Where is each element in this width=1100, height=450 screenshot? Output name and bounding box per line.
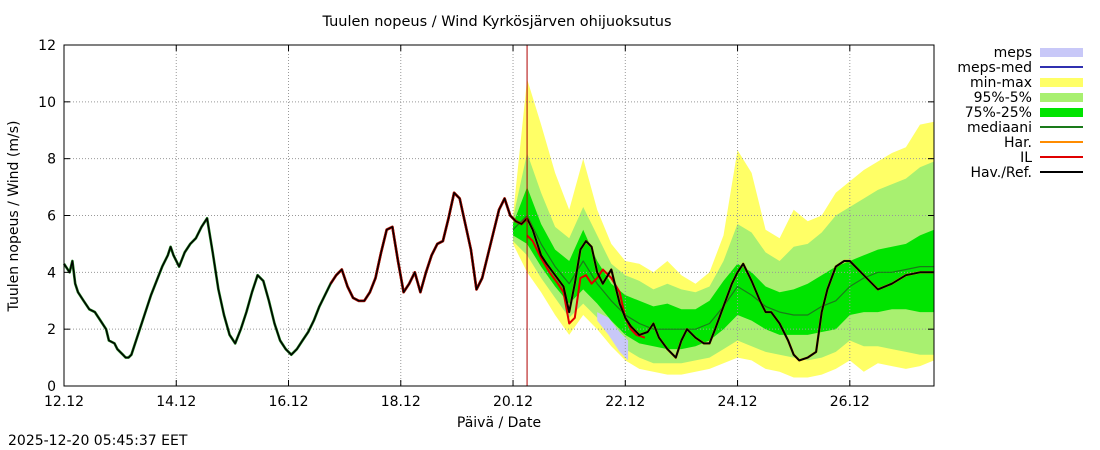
- observed-forecast-line: [526, 217, 934, 362]
- x-tick-label: 26.12: [830, 394, 870, 410]
- legend-label: IL: [1020, 150, 1032, 166]
- y-tick-label: 4: [47, 265, 56, 281]
- y-axis-label: Tuulen nopeus / Wind (m/s): [6, 121, 22, 313]
- legend-label: min-max: [970, 75, 1032, 91]
- legend-label: 75%-25%: [965, 105, 1032, 121]
- y-tick-label: 12: [38, 38, 56, 54]
- y-tick-label: 2: [47, 322, 56, 338]
- legend-label: Har.: [1004, 135, 1032, 151]
- x-tick-label: 20.12: [493, 394, 533, 410]
- chart-title: Tuulen nopeus / Wind Kyrkösjärven ohijuo…: [321, 14, 671, 30]
- x-axis-label: Päivä / Date: [457, 415, 541, 431]
- x-tick-label: 18.12: [381, 394, 421, 410]
- y-axis-ticks: 0 2 4 6 8 10 12: [38, 38, 934, 395]
- legend-label: 95%-5%: [974, 90, 1032, 106]
- legend: mepsmeps-medmin-max95%-5%75%-25%mediaani…: [957, 45, 1083, 181]
- legend-label: mediaani: [967, 120, 1032, 136]
- legend-label: meps: [994, 45, 1032, 61]
- x-tick-label: 12.12: [44, 394, 84, 410]
- observed-history-green: [62, 191, 529, 359]
- x-tick-label: 22.12: [605, 394, 645, 410]
- x-axis-ticks: 12.12 14.12 16.12 18.12 20.12 22.12 24.12 26.12: [44, 45, 870, 410]
- legend-swatch: [1040, 78, 1083, 87]
- y-tick-label: 10: [38, 95, 56, 111]
- band-meps: [597, 312, 629, 361]
- grid-lines: [64, 45, 934, 386]
- x-tick-label: 24.12: [718, 394, 758, 410]
- legend-label: meps-med: [957, 60, 1032, 76]
- y-tick-label: 8: [47, 152, 56, 168]
- x-tick-label: 16.12: [268, 394, 308, 410]
- observed-history-line: [63, 192, 528, 359]
- x-tick-label: 14.12: [156, 394, 196, 410]
- legend-swatch: [1040, 93, 1083, 102]
- series-lines: [62, 45, 934, 386]
- forecast-bands: [513, 79, 934, 378]
- timestamp: 2025-12-20 05:45:37 EET: [8, 433, 188, 449]
- observed-history-red: [329, 191, 529, 303]
- y-tick-label: 0: [47, 379, 56, 395]
- legend-swatch: [1040, 108, 1083, 117]
- legend-label: Hav./Ref.: [970, 165, 1032, 181]
- y-tick-label: 6: [47, 209, 56, 225]
- legend-swatch: [1040, 48, 1083, 57]
